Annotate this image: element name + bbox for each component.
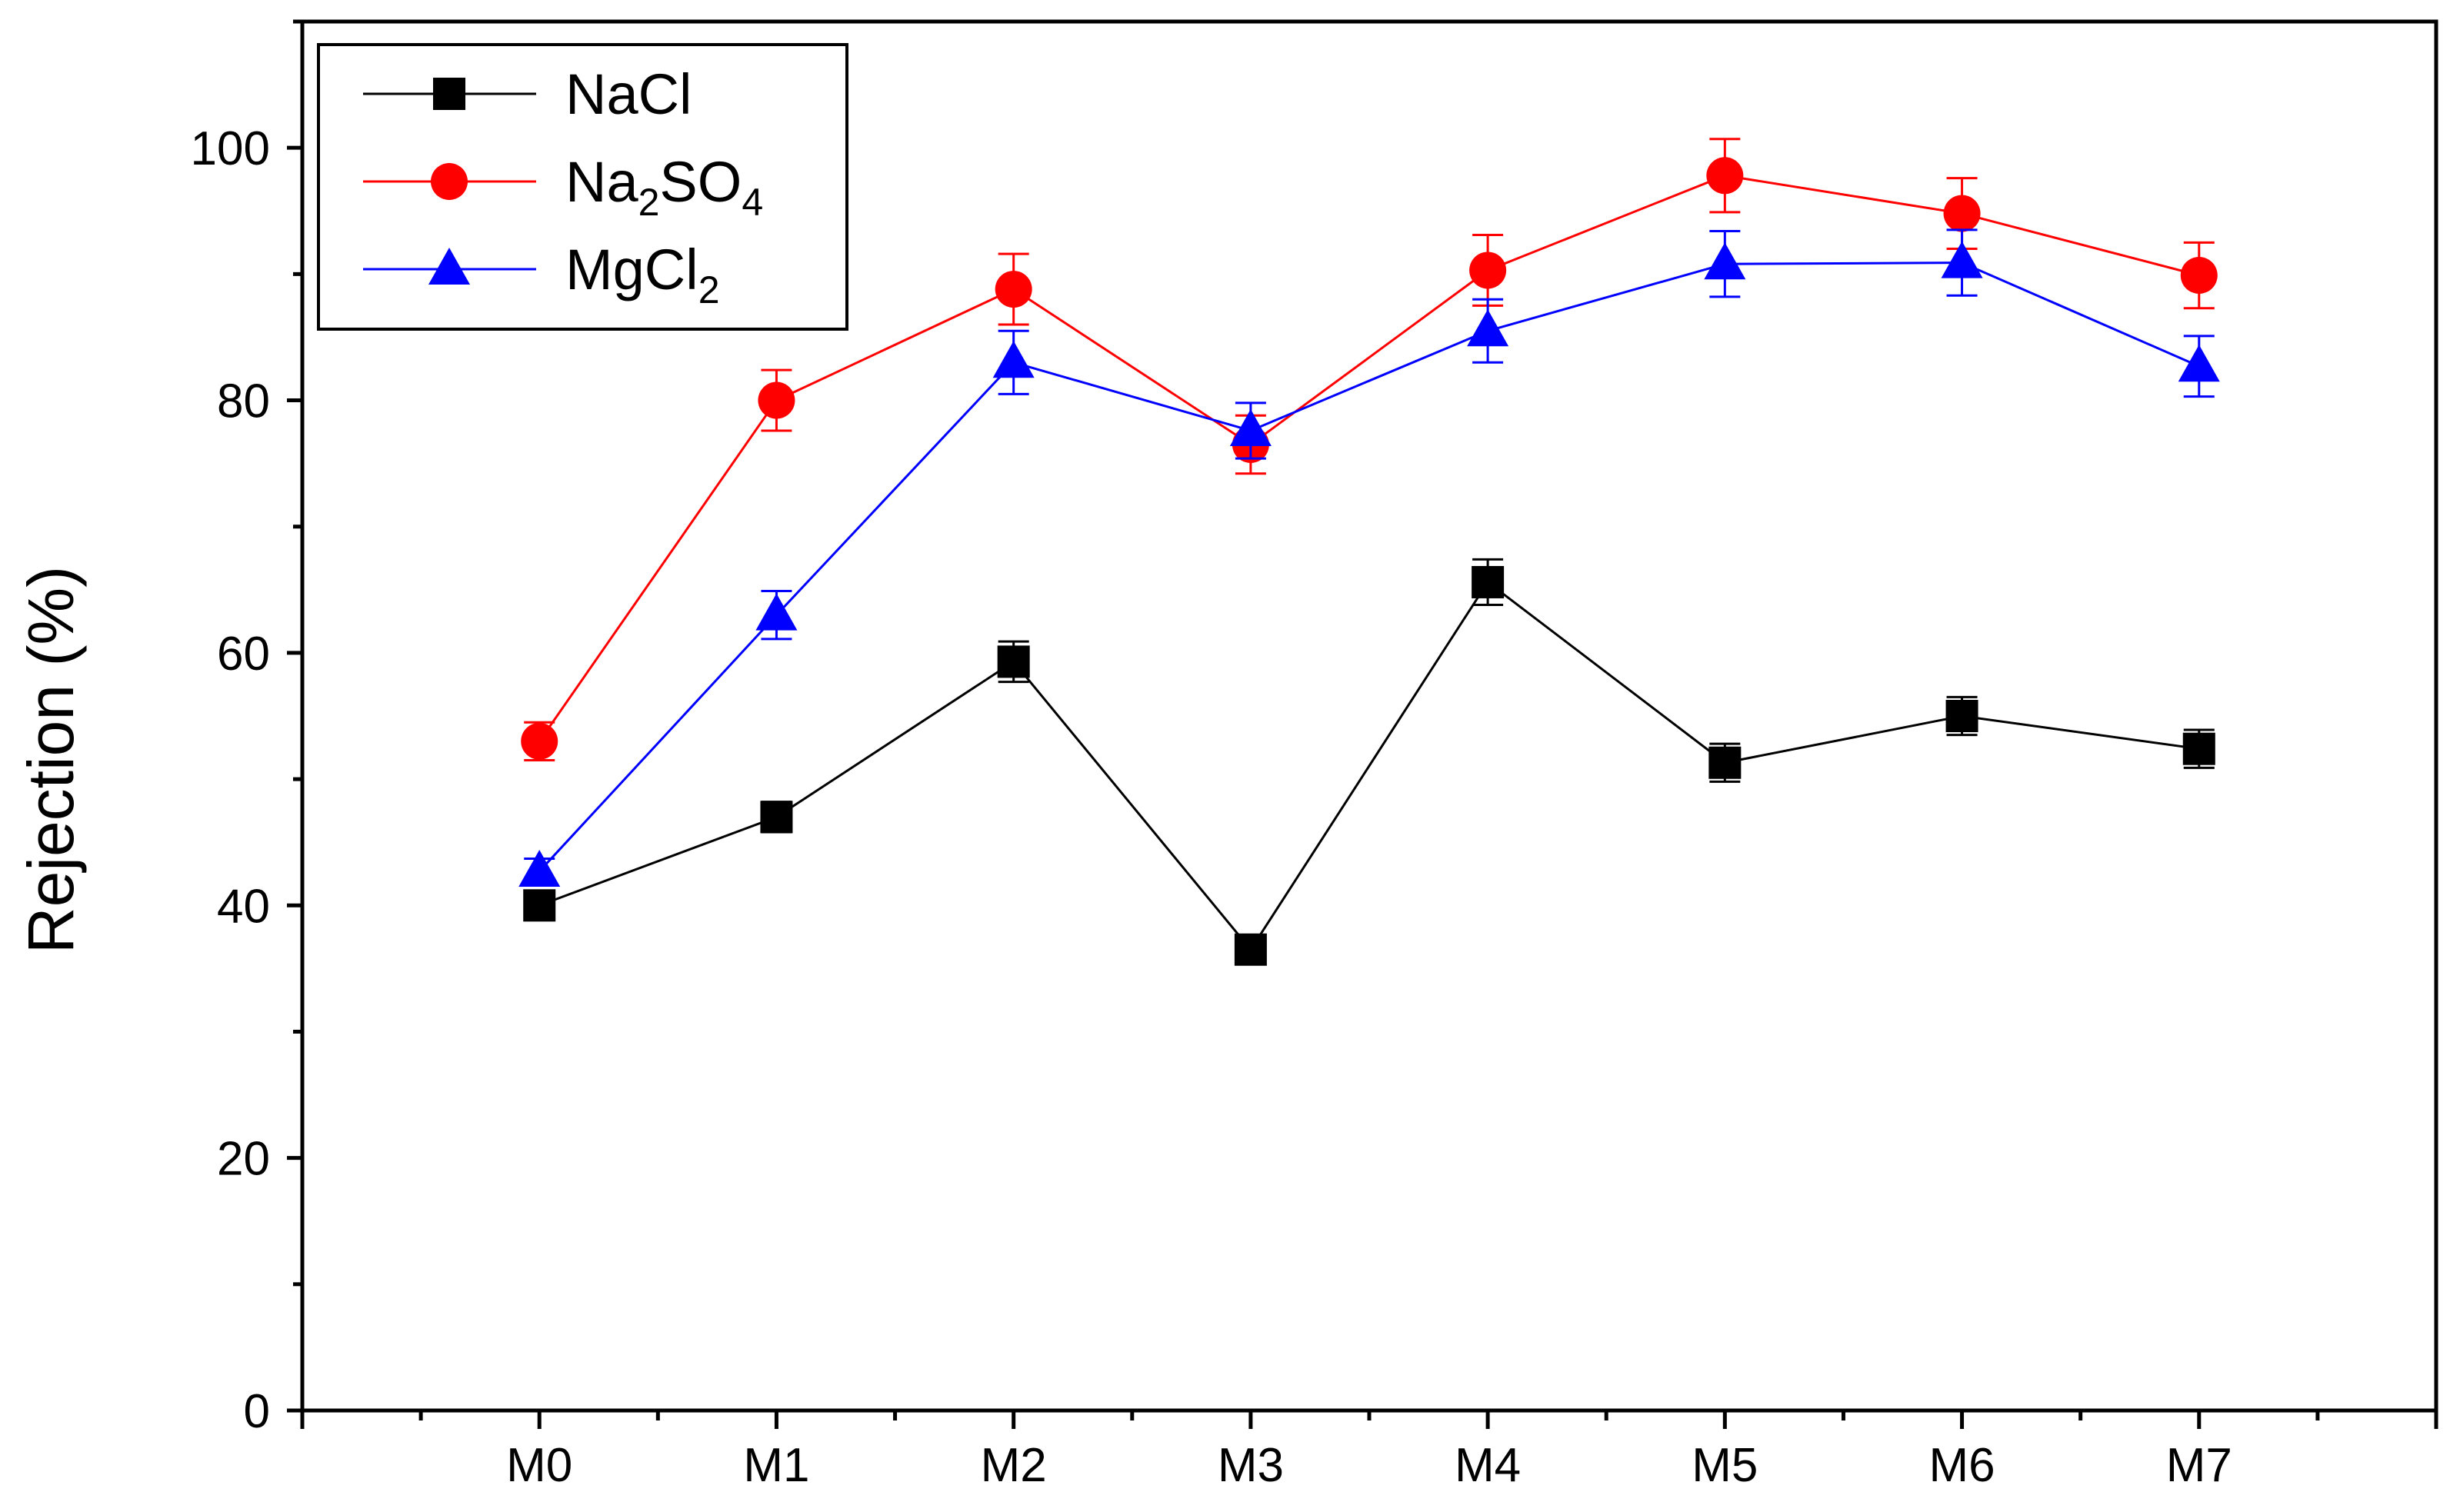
x-tick-label: M5 (1692, 1439, 1758, 1492)
legend-label-na2so4: Na2SO4 (565, 150, 763, 224)
legend-label-subscript: 4 (742, 181, 763, 224)
legend-marker-nacl (433, 78, 465, 110)
axes: 0 20 40 60 80 100 M0 M1 M2 M3 M4 M5 M6 M7 (191, 19, 2438, 1492)
data-point-na2so4 (758, 381, 795, 419)
y-tick-label: 40 (217, 880, 270, 933)
data-point-nacl (523, 889, 556, 922)
data-point-na2so4 (1943, 195, 1981, 232)
data-point-na2so4 (995, 271, 1032, 308)
y-tick-label: 80 (217, 375, 270, 428)
x-tick-label: M2 (981, 1439, 1047, 1492)
legend-marker-mgcl2 (428, 248, 470, 285)
data-point-na2so4 (521, 722, 558, 760)
data-point-nacl (1708, 746, 1742, 779)
x-tick-label: M6 (1928, 1439, 1995, 1492)
legend-label-text: MgCl (565, 238, 698, 301)
y-tick-label: 0 (244, 1385, 270, 1438)
data-point-nacl (1234, 933, 1267, 966)
x-tick-label: M0 (506, 1439, 572, 1492)
x-tick-label: M7 (2166, 1439, 2232, 1492)
x-tick-label: M4 (1455, 1439, 1521, 1492)
legend-label-text: SO (659, 150, 742, 214)
y-tick-label: 60 (217, 628, 270, 681)
legend-label-subscript: 2 (638, 181, 660, 224)
data-point-mgcl2 (755, 593, 798, 631)
data-point-na2so4 (1469, 251, 1507, 289)
data-point-mgcl2 (1941, 241, 1983, 278)
y-axis-title: Rejection (%) (15, 566, 87, 954)
data-point-na2so4 (2180, 257, 2218, 295)
data-point-nacl (1472, 565, 1505, 598)
x-tick-label: M3 (1218, 1439, 1284, 1492)
data-point-nacl (1945, 700, 1978, 732)
plot-area (518, 138, 2220, 966)
legend-marker-na2so4 (431, 163, 468, 200)
data-point-nacl (2182, 732, 2215, 765)
series-line-na2so4 (538, 174, 2200, 742)
legend-label-text: Na (565, 150, 638, 214)
legend-label-subscript: 2 (698, 268, 720, 311)
data-point-nacl (997, 645, 1030, 678)
series-nacl (523, 558, 2215, 966)
data-point-mgcl2 (992, 341, 1035, 378)
series-mgcl2 (518, 228, 2220, 887)
data-point-mgcl2 (2178, 345, 2220, 382)
y-tick-label: 20 (217, 1133, 270, 1186)
legend-label-mgcl2: MgCl2 (565, 238, 720, 311)
data-point-mgcl2 (1467, 309, 1509, 347)
data-point-mgcl2 (1229, 408, 1272, 446)
data-point-na2so4 (1706, 157, 1744, 195)
series-line-nacl (538, 580, 2199, 952)
series-na2so4 (521, 138, 2218, 761)
x-tick-label: M1 (743, 1439, 809, 1492)
series-line-mgcl2 (538, 261, 2200, 872)
y-tick-label: 100 (191, 122, 270, 175)
legend-label-nacl: NaCl (565, 62, 692, 126)
legend-box (317, 43, 848, 331)
data-point-mgcl2 (1704, 242, 1746, 280)
data-point-mgcl2 (518, 849, 561, 887)
data-point-nacl (760, 801, 793, 834)
legend-label-text: NaCl (565, 62, 692, 126)
